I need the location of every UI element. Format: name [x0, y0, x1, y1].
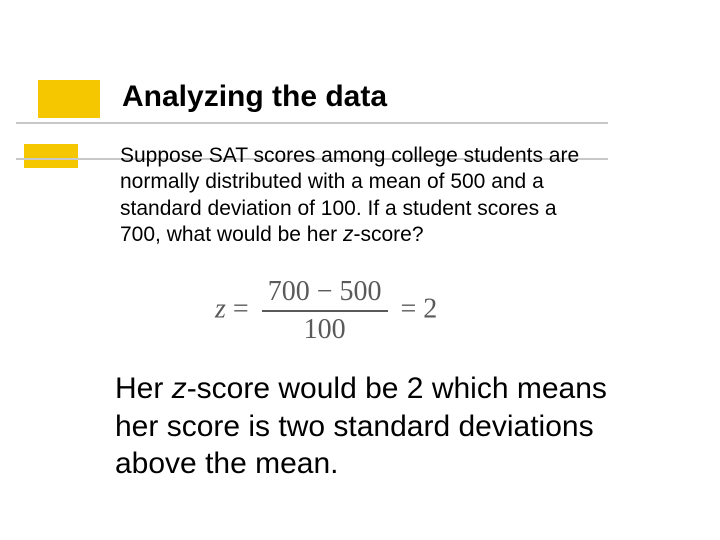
- problem-text-post: -score?: [353, 223, 423, 246]
- formula-z: z: [215, 293, 226, 324]
- conclusion-pre: Her: [115, 372, 172, 405]
- formula-eq1: =: [226, 293, 256, 324]
- title-rule: [16, 122, 608, 124]
- formula-fraction: 700 − 500 100: [262, 276, 388, 346]
- conclusion-text: Her z-score would be 2 which means her s…: [115, 370, 635, 483]
- formula-eq2: =: [394, 293, 424, 324]
- z-variable: z: [343, 223, 354, 246]
- z-score-formula: z = 700 − 500 100 = 2: [215, 276, 437, 346]
- slide-title: Analyzing the data: [122, 80, 387, 114]
- accent-block-1: [38, 80, 100, 118]
- formula-denominator: 100: [262, 310, 388, 346]
- formula-numerator: 700 − 500: [262, 276, 388, 310]
- conclusion-z: z: [172, 372, 187, 405]
- conclusion-post: -score would be 2 which means her score …: [115, 372, 607, 480]
- accent-block-2: [24, 144, 78, 168]
- formula-result: 2: [423, 293, 437, 324]
- problem-text: Suppose SAT scores among college student…: [120, 143, 590, 248]
